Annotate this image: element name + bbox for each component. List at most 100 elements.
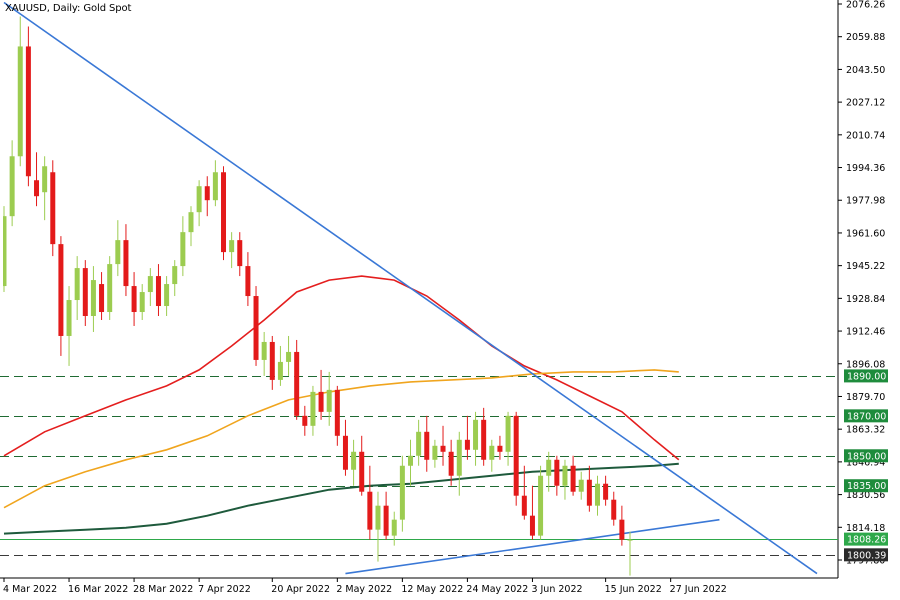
- candle-body: [17, 46, 23, 157]
- x-tick-label: 15 Jun 2022: [605, 584, 662, 595]
- candle-body: [521, 495, 527, 516]
- candle-body: [529, 515, 535, 536]
- moving-average-line: [3, 275, 680, 461]
- candle-body: [294, 351, 300, 416]
- level-label: 1890.00: [847, 371, 886, 382]
- candle-body: [456, 439, 462, 476]
- candle-body: [440, 445, 446, 452]
- level-label-bg: [844, 369, 888, 383]
- level-label: 1835.00: [847, 481, 886, 492]
- y-tick-label: 1977.98: [846, 196, 885, 207]
- candle-body: [107, 264, 113, 313]
- candle-body: [342, 435, 348, 470]
- candle-body: [481, 419, 487, 460]
- candle-body: [237, 240, 243, 267]
- candle-body: [253, 296, 259, 360]
- candle-body: [310, 391, 316, 426]
- current-price-label-bg: [844, 532, 888, 546]
- candle-body: [489, 445, 495, 460]
- y-tick-label: 2027.12: [846, 98, 885, 109]
- candle-body: [74, 268, 80, 301]
- candle-body: [399, 465, 405, 520]
- candle-body: [277, 361, 283, 380]
- candle-body: [82, 268, 88, 317]
- moving-average-line: [3, 369, 679, 509]
- candle-body: [505, 415, 511, 452]
- candle-body: [334, 389, 340, 436]
- candle-body: [269, 341, 275, 380]
- y-tick-label: 1896.08: [846, 359, 885, 370]
- y-tick-label: 2059.88: [846, 32, 885, 43]
- candle-body: [627, 539, 633, 541]
- level-label: 1850.00: [847, 451, 886, 462]
- current-price-label: 1808.26: [847, 535, 886, 546]
- x-tick-label: 12 May 2022: [401, 584, 463, 595]
- candle-body: [3, 216, 7, 287]
- candle-body: [594, 483, 600, 506]
- candle-body: [221, 172, 227, 253]
- candle-body: [131, 286, 137, 313]
- candle-body: [196, 186, 202, 213]
- y-tick-label: 1830.56: [846, 490, 885, 501]
- trendline: [345, 518, 720, 575]
- candle-body: [245, 266, 251, 297]
- candle-body: [188, 212, 194, 233]
- candle-body: [473, 419, 479, 450]
- candle-body: [416, 431, 422, 456]
- candle-body: [326, 389, 332, 412]
- candle-body: [554, 459, 560, 486]
- moving-average-line: [3, 462, 679, 535]
- y-tick-label: 1814.18: [846, 523, 885, 534]
- candle-body: [546, 459, 552, 476]
- x-tick-label: 4 Mar 2022: [3, 584, 57, 595]
- candle-body: [603, 483, 609, 500]
- level-label: 1870.00: [847, 411, 886, 422]
- x-tick-label: 2 May 2022: [336, 584, 392, 595]
- candle-body: [66, 300, 72, 336]
- candle-body: [586, 479, 592, 506]
- level-label-bg: [844, 479, 888, 493]
- candle-body: [375, 505, 381, 530]
- candle-body: [261, 341, 267, 360]
- candle-body: [115, 240, 121, 265]
- candle-body: [359, 451, 365, 492]
- candle-body: [578, 479, 584, 492]
- chart-title: XAUUSD, Daily: Gold Spot: [5, 3, 132, 14]
- candle-body: [497, 445, 503, 452]
- candle-body: [367, 491, 373, 530]
- candle-body: [9, 156, 15, 217]
- y-tick-label: 1961.60: [846, 228, 885, 239]
- candle-body: [25, 46, 31, 177]
- plot-layer: [3, 1, 818, 576]
- level-label-bg: [844, 548, 888, 562]
- candle-body: [351, 451, 357, 470]
- level-label-bg: [844, 449, 888, 463]
- candle-body: [464, 439, 470, 450]
- level-label-bg: [844, 409, 888, 423]
- candle-body: [212, 172, 218, 201]
- x-tick-label: 27 Jun 2022: [670, 584, 727, 595]
- level-label: 1800.39: [847, 550, 886, 561]
- candle-body: [90, 280, 96, 317]
- y-tick-label: 1945.22: [846, 261, 885, 272]
- y-tick-label: 2076.26: [846, 0, 885, 11]
- candle-body: [164, 284, 170, 307]
- trendline: [3, 1, 818, 575]
- candle-body: [229, 240, 235, 253]
- candle-body: [155, 276, 161, 307]
- y-tick-label: 1846.94: [846, 457, 885, 468]
- candle-body: [448, 451, 454, 476]
- y-tick-label: 1879.70: [846, 392, 885, 403]
- y-tick-label: 1863.32: [846, 425, 885, 436]
- candle-body: [34, 180, 40, 197]
- candle-body: [123, 240, 129, 287]
- x-tick-label: 3 Jun 2022: [531, 584, 582, 595]
- candle-body: [42, 166, 48, 193]
- candle-body: [58, 244, 64, 336]
- candle-body: [619, 519, 625, 540]
- x-tick-label: 24 May 2022: [466, 584, 528, 595]
- candle-body: [147, 276, 153, 293]
- y-tick-label: 1912.46: [846, 327, 885, 338]
- candle-body: [318, 391, 324, 412]
